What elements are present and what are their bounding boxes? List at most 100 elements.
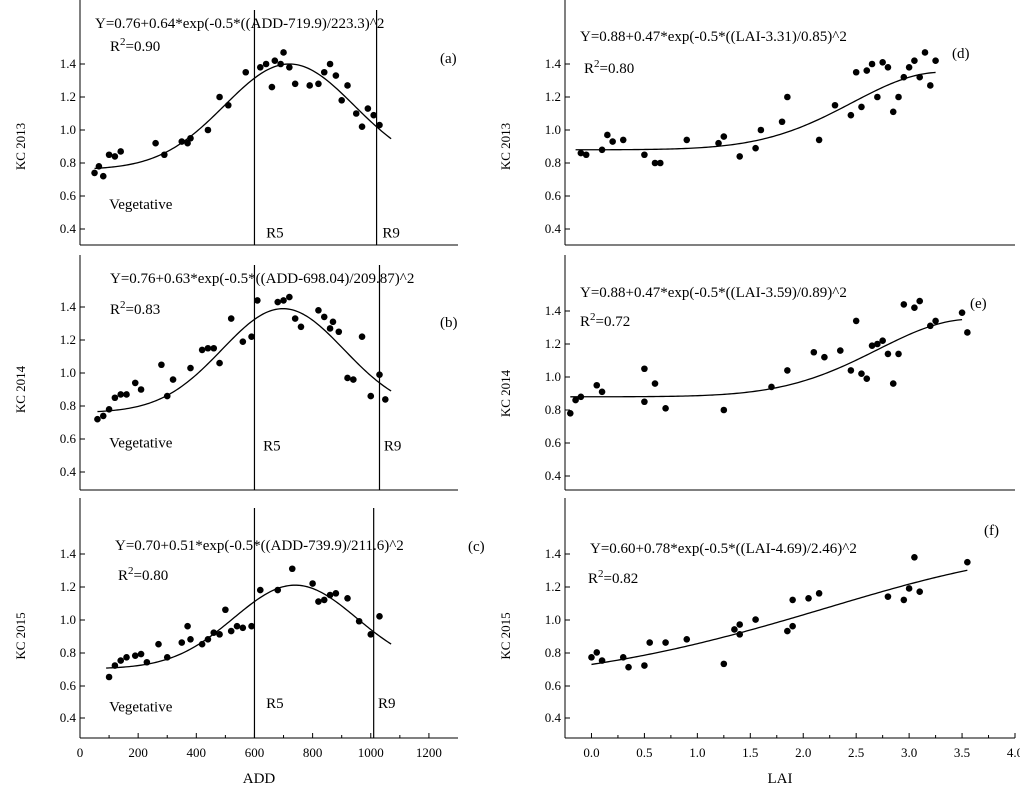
y-tick-label: 0.6: [60, 678, 77, 693]
data-point: [184, 139, 191, 147]
panel-label: (e): [970, 296, 987, 312]
data-point: [152, 139, 159, 147]
data-point: [932, 317, 939, 325]
data-point: [932, 57, 939, 64]
data-point: [358, 123, 366, 130]
stage-label: Vegetative: [109, 435, 173, 451]
y-tick-label: 1.2: [545, 89, 561, 104]
data-point: [752, 616, 759, 623]
data-point: [646, 639, 654, 646]
data-point: [268, 83, 276, 91]
data-point: [916, 588, 924, 596]
data-point: [210, 344, 218, 352]
x-axis-label: ADD: [243, 771, 276, 787]
y-tick-label: 0.6: [545, 678, 562, 693]
data-point: [900, 73, 908, 81]
data-point: [662, 639, 669, 646]
y-tick-label: 1.0: [60, 122, 76, 137]
y-tick-label: 0.8: [545, 402, 561, 417]
data-point: [137, 386, 145, 393]
x-tick-label: 1.0: [689, 745, 705, 760]
data-point: [254, 297, 261, 304]
data-point: [376, 613, 383, 620]
data-point: [731, 626, 738, 633]
y-tick-label: 0.4: [60, 464, 77, 479]
data-point: [641, 398, 648, 406]
panel-label: (d): [952, 46, 970, 62]
data-point: [332, 590, 340, 597]
data-point: [367, 631, 375, 638]
panel-label: (a): [440, 51, 457, 67]
y-tick-label: 0.6: [60, 188, 77, 203]
data-point: [286, 64, 293, 71]
data-point: [656, 159, 664, 167]
data-point: [911, 304, 918, 312]
x-tick-label: 1000: [358, 745, 384, 760]
data-point: [736, 631, 744, 638]
data-point: [879, 59, 886, 66]
data-point: [187, 134, 194, 142]
data-point: [315, 80, 322, 88]
data-point: [736, 621, 744, 628]
data-point: [852, 68, 860, 76]
data-point: [291, 315, 299, 322]
data-point: [352, 110, 360, 117]
data-point: [720, 133, 728, 140]
data-point: [900, 301, 908, 308]
data-point: [641, 662, 648, 669]
x-tick-label: 3.5: [954, 745, 970, 760]
r-squared: R2=0.90: [110, 36, 160, 55]
data-point: [683, 635, 691, 643]
data-point: [577, 393, 585, 401]
data-point: [715, 139, 722, 147]
y-tick-label: 1.4: [545, 303, 562, 318]
data-point: [274, 586, 282, 594]
data-point: [784, 627, 791, 635]
x-tick-label: 200: [128, 745, 148, 760]
x-tick-label: 600: [245, 745, 265, 760]
data-point: [641, 151, 648, 159]
data-point: [805, 594, 812, 602]
data-point: [158, 361, 165, 369]
data-point: [884, 350, 892, 358]
data-point: [847, 367, 855, 374]
data-point: [598, 657, 606, 664]
r-squared: R2=0.80: [118, 565, 168, 584]
stage-label: R9: [378, 696, 396, 712]
data-point: [315, 307, 322, 314]
data-point: [651, 380, 659, 387]
y-axis-label: KC 2014: [498, 369, 513, 417]
data-point: [309, 580, 316, 587]
data-point: [169, 376, 177, 383]
data-point: [344, 374, 351, 382]
x-tick-label: 4.0: [1007, 745, 1020, 760]
fit-equation: Y=0.88+0.47*exp(-0.5*((LAI-3.59)/0.89)^2: [580, 285, 847, 301]
data-point: [111, 394, 119, 402]
data-point: [91, 169, 98, 177]
y-tick-label: 1.2: [545, 336, 561, 351]
fit-equation: Y=0.70+0.51*exp(-0.5*((ADD-739.9)/211.6)…: [115, 538, 404, 554]
y-tick-label: 1.0: [545, 612, 561, 627]
data-point: [784, 367, 791, 374]
data-point: [815, 590, 823, 597]
data-point: [155, 640, 162, 648]
data-point: [376, 371, 383, 378]
data-point: [123, 654, 130, 661]
data-point: [863, 375, 871, 382]
data-point: [105, 151, 113, 159]
data-point: [184, 622, 191, 630]
stage-label: R5: [263, 439, 281, 455]
data-point: [131, 652, 139, 659]
stage-label: R5: [266, 225, 284, 241]
data-point: [619, 654, 627, 661]
data-point: [326, 591, 334, 599]
data-point: [858, 370, 865, 378]
y-tick-label: 1.2: [60, 89, 76, 104]
y-tick-label: 1.0: [60, 365, 76, 380]
y-tick-label: 1.4: [60, 56, 77, 71]
stage-label: Vegetative: [109, 197, 173, 213]
data-point: [344, 594, 351, 602]
data-point: [161, 151, 168, 159]
y-tick-label: 0.4: [545, 710, 562, 725]
